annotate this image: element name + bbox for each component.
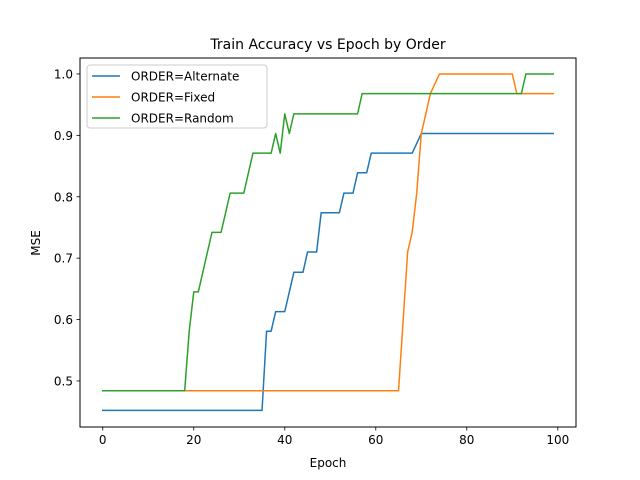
legend-box: [86, 64, 268, 129]
legend: ORDER=Alternate ORDER=Fixed ORDER=Random: [86, 64, 268, 129]
series-layer: [102, 73, 554, 412]
x-tick-label: 40: [277, 433, 292, 447]
plot-frame: [79, 57, 577, 428]
legend-label: ORDER=Alternate: [131, 70, 239, 84]
x-tick-label: 20: [186, 433, 201, 447]
y-tick-label: 0.8: [54, 190, 73, 204]
y-axis: 0.5 0.6 0.7 0.8 0.9 1.0: [54, 67, 80, 388]
x-tick-label: 0: [99, 433, 107, 447]
y-tick-label: 0.7: [54, 252, 73, 266]
y-tick-label: 0.9: [54, 129, 73, 143]
series-line-1: [102, 73, 554, 392]
y-tick-label: 1.0: [54, 67, 73, 81]
x-tick-label: 60: [368, 433, 383, 447]
x-axis: 0 20 40 60 80 100: [99, 427, 569, 447]
legend-label: ORDER=Random: [131, 112, 234, 126]
series-line-0: [102, 132, 554, 412]
x-axis-label: Epoch: [310, 456, 347, 470]
y-tick-label: 0.6: [54, 313, 73, 327]
chart-title: Train Accuracy vs Epoch by Order: [209, 37, 445, 53]
y-tick-label: 0.5: [54, 374, 73, 388]
y-axis-label: MSE: [29, 230, 43, 256]
series-line-2: [102, 73, 554, 392]
legend-label: ORDER=Fixed: [131, 91, 215, 105]
x-tick-label: 80: [459, 433, 474, 447]
x-tick-label: 100: [546, 433, 569, 447]
